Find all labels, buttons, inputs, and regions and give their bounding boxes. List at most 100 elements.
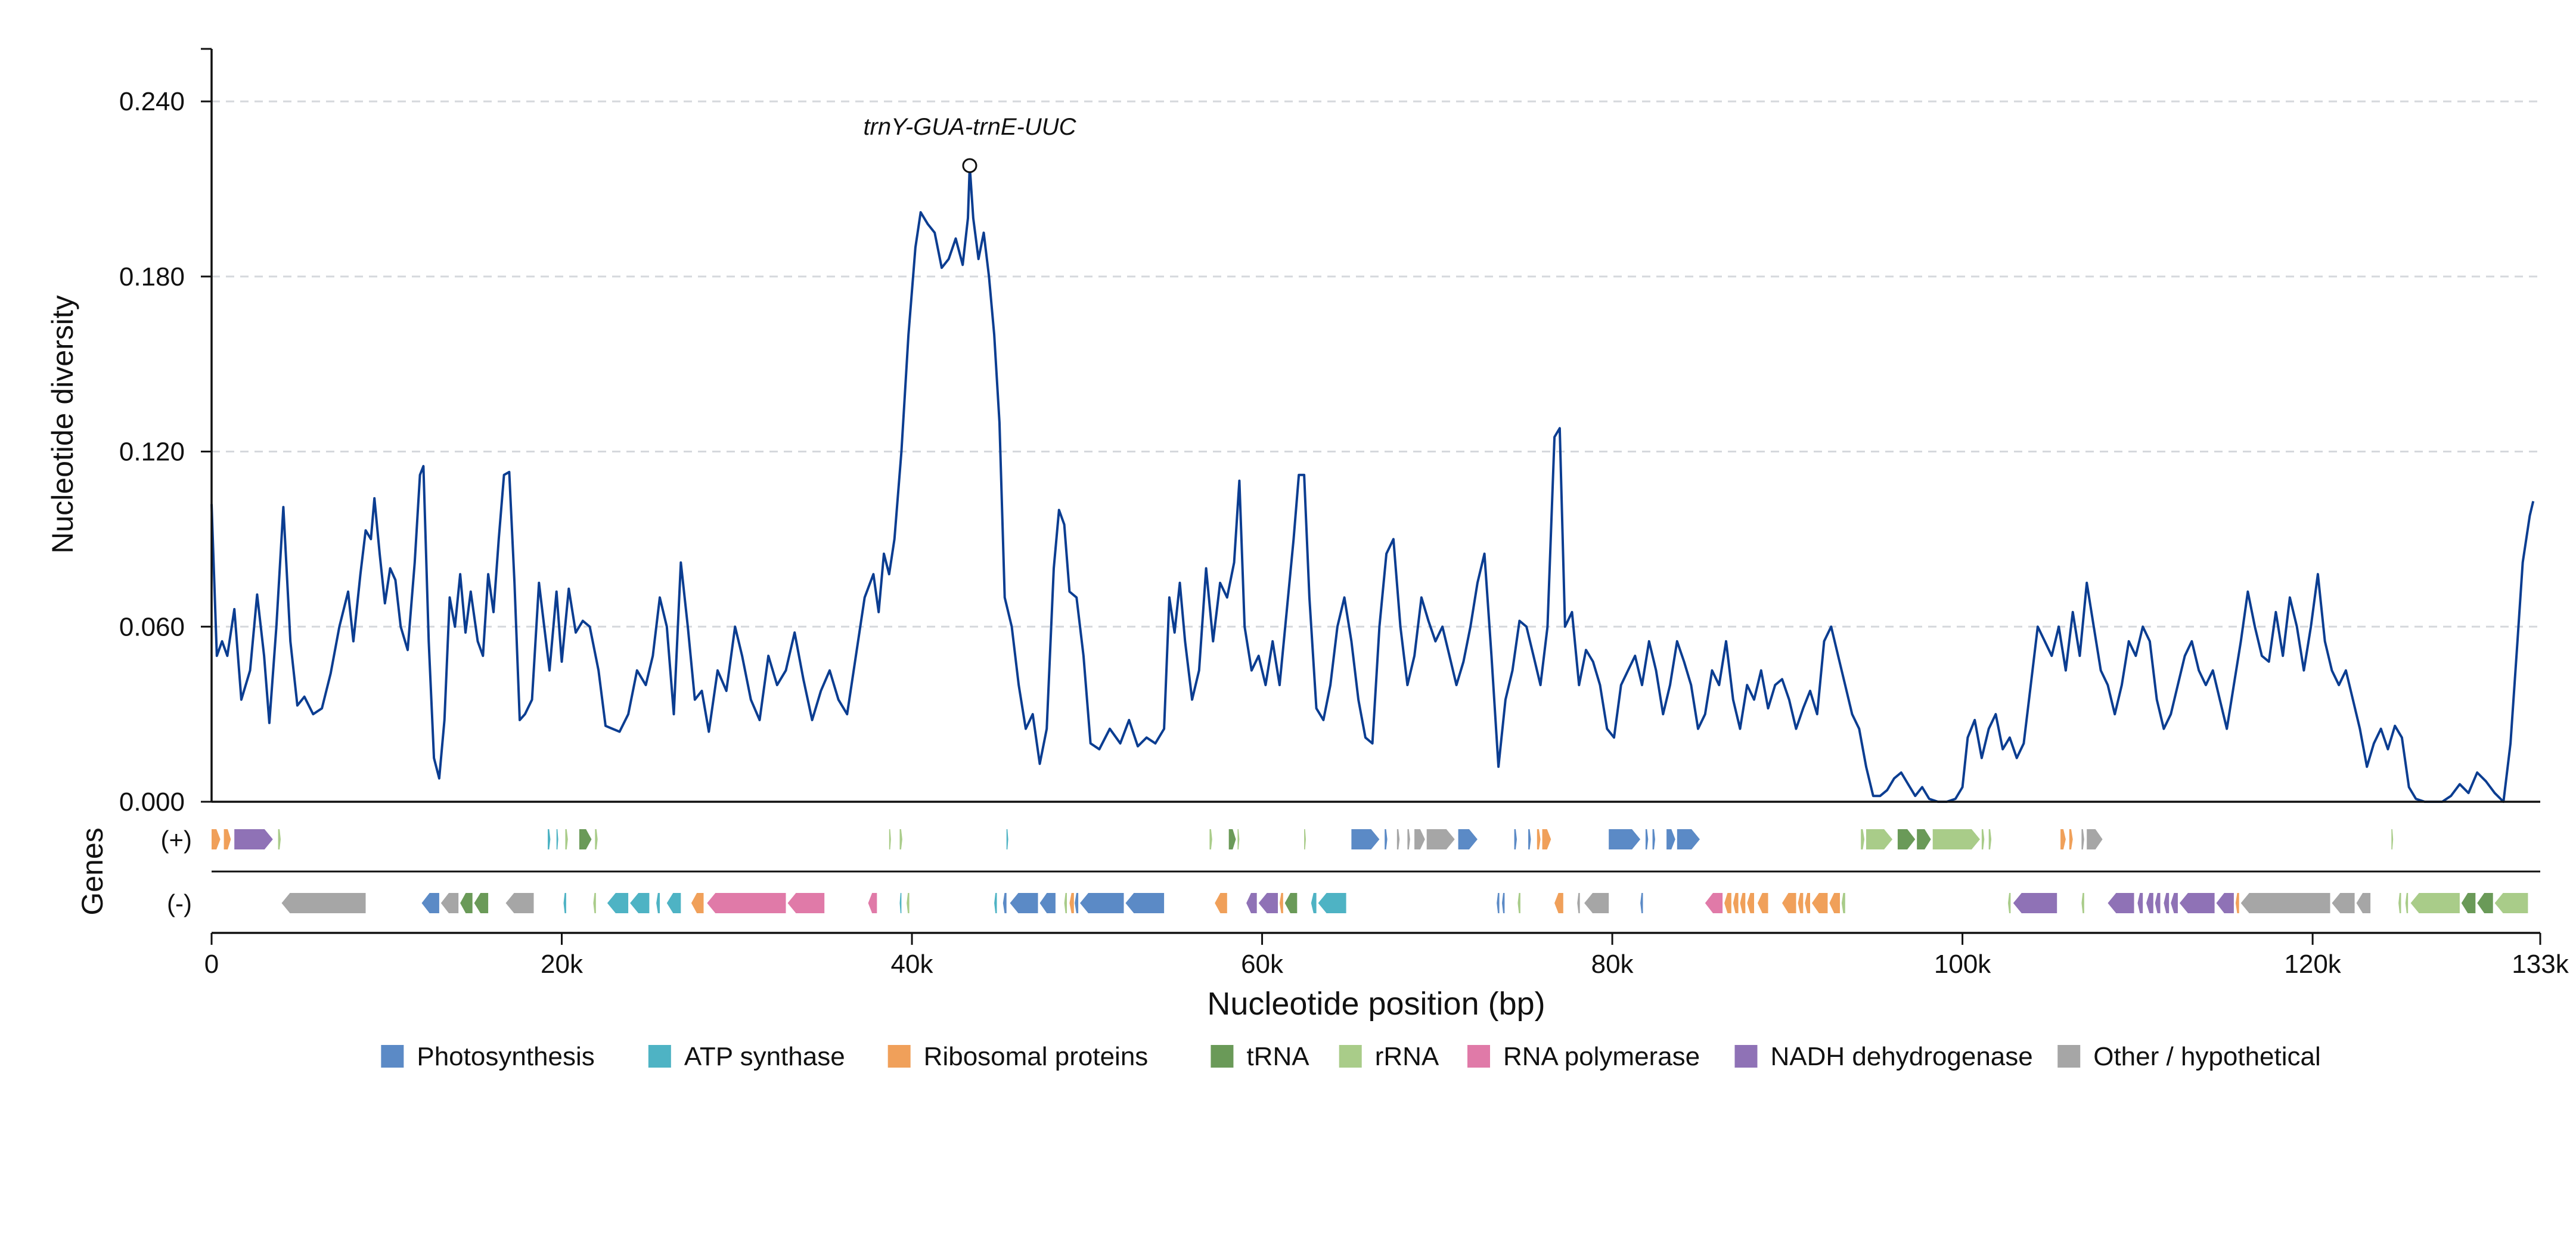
gene-feature: [1258, 893, 1278, 913]
gene-feature: [2137, 893, 2143, 913]
gene-feature: [2405, 893, 2409, 913]
gene-feature: [1705, 893, 1723, 913]
x-axis-label: Nucleotide position (bp): [1207, 986, 1545, 1022]
gene-feature: [1577, 893, 1580, 913]
gene-feature: [1645, 829, 1649, 849]
gene-feature: [1805, 893, 1810, 913]
y-tick-label: 0.240: [119, 87, 185, 116]
gene-feature: [656, 893, 660, 913]
peak-label: trnY-GUA-trnE-UUC: [863, 114, 1076, 140]
strand-minus-label: (-): [167, 889, 192, 917]
legend: Photosynthesis ATP synthase Ribosomal prot…: [381, 1042, 2321, 1071]
gene-feature: [1075, 893, 1079, 913]
gene-feature: [2410, 893, 2460, 913]
y-tick-label: 0.120: [119, 438, 185, 467]
gene-feature: [278, 829, 281, 849]
gene-feature: [460, 893, 473, 913]
gene-feature: [1584, 893, 1609, 913]
gene-feature: [1640, 893, 1643, 913]
gene-feature: [548, 829, 551, 849]
gene-feature: [212, 829, 221, 849]
gene-feature: [1666, 829, 1675, 849]
legend-swatch: [648, 1045, 671, 1068]
gene-feature: [1677, 829, 1700, 849]
x-tick-label: 60k: [1241, 950, 1284, 979]
gene-feature: [1237, 829, 1240, 849]
gene-feature: [1514, 829, 1517, 849]
gene-feature: [1757, 893, 1768, 913]
gene-feature: [1304, 829, 1306, 849]
gene-feature: [2356, 893, 2371, 913]
gene-feature: [899, 893, 902, 913]
gene-feature: [2235, 893, 2239, 913]
gene-feature: [1284, 893, 1298, 913]
y-tick-label: 0.180: [119, 262, 185, 291]
diversity-series: [210, 164, 2535, 803]
legend-label: tRNA: [1246, 1042, 1309, 1071]
gene-feature: [1003, 893, 1007, 913]
gene-feature: [2146, 893, 2153, 913]
gene-feature: [691, 893, 704, 913]
gene-feature: [666, 893, 681, 913]
gene-feature: [607, 893, 629, 913]
peak-annotation: trnY-GUA-trnE-UUC: [863, 114, 1077, 173]
gene-feature: [907, 893, 910, 913]
gene-feature: [707, 893, 786, 913]
gene-feature: [1747, 893, 1754, 913]
diversity-line: [210, 164, 2535, 803]
strand-plus-label: (+): [161, 826, 193, 854]
x-tick-label: 40k: [891, 950, 934, 979]
gene-feature: [1209, 829, 1212, 849]
gene-feature: [1125, 893, 1165, 913]
gene-feature: [1010, 893, 1038, 913]
gene-feature: [2477, 893, 2493, 913]
legend-label: Other / hypothetical: [2093, 1042, 2321, 1071]
legend-label: NADH dehydrogenase: [1770, 1042, 2032, 1071]
gene-feature: [2108, 893, 2134, 913]
gene-feature: [1841, 893, 1845, 913]
gene-feature: [281, 893, 366, 913]
gene-feature: [2179, 893, 2215, 913]
legend-label: ATP synthase: [684, 1042, 845, 1071]
x-tick-label: 100k: [1934, 950, 1991, 979]
legend-label: RNA polymerase: [1503, 1042, 1700, 1071]
gene-feature: [1318, 893, 1346, 913]
x-tick-label: 20k: [541, 950, 584, 979]
gene-feature: [1782, 893, 1796, 913]
gene-feature: [1724, 893, 1731, 913]
legend-swatch: [1467, 1045, 1490, 1068]
gene-feature: [565, 829, 568, 849]
gene-feature: [234, 829, 273, 849]
gene-feature: [2008, 893, 2011, 913]
gene-feature: [1426, 829, 1455, 849]
gene-feature: [505, 893, 534, 913]
y-tick-label: 0.000: [119, 787, 185, 817]
x-axis-ticks: 0 20k 40k 60k 80k 100k 120k 133k: [204, 933, 2569, 979]
gene-feature: [474, 893, 489, 913]
gene-feature: [1652, 829, 1655, 849]
gene-feature: [899, 829, 902, 849]
gene-feature: [1897, 829, 1916, 849]
gene-feature: [1064, 893, 1067, 913]
gene-feature: [2494, 893, 2528, 913]
gene-feature: [1517, 893, 1520, 913]
gene-feature: [1039, 893, 1056, 913]
peak-marker: [962, 158, 977, 173]
gene-feature: [1215, 893, 1227, 913]
gene-feature: [440, 893, 459, 913]
gene-feature: [2087, 829, 2103, 849]
genes-axis-label: Genes: [76, 827, 109, 915]
gene-feature: [1228, 829, 1236, 849]
gene-feature: [2081, 829, 2084, 849]
gene-feature: [421, 893, 439, 913]
legend-swatch: [1211, 1045, 1234, 1068]
gene-feature: [1932, 829, 1980, 849]
gene-feature: [1609, 829, 1641, 849]
gene-feature: [1279, 893, 1283, 913]
gene-feature: [787, 893, 825, 913]
legend-label: rRNA: [1375, 1042, 1439, 1071]
gene-feature: [2240, 893, 2330, 913]
gene-feature: [579, 829, 592, 849]
gene-feature: [2081, 893, 2084, 913]
gene-feature: [2060, 829, 2066, 849]
